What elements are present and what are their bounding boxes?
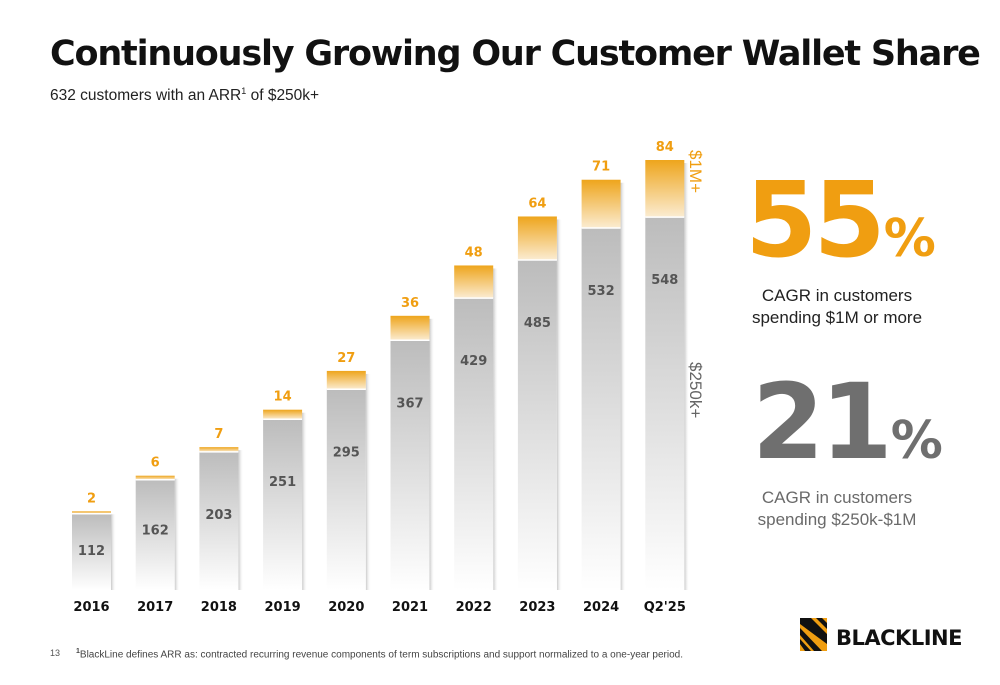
bar-250k [645, 217, 685, 590]
bar-250k [199, 451, 239, 590]
bar-1m [390, 315, 430, 341]
bar-250k [135, 479, 175, 590]
stat-cagr-250k-value: 21 [752, 361, 893, 483]
bar-250k [326, 389, 366, 590]
x-tick-label: 2018 [201, 600, 237, 615]
page-number: 13 [50, 648, 61, 658]
x-tick-label: 2021 [392, 600, 428, 615]
page-subtitle: 632 customers with an ARR1 of $250k+ [50, 86, 319, 105]
data-label-1m: 84 [656, 140, 674, 155]
data-label-250k: 203 [205, 508, 232, 523]
bar-250k [72, 513, 111, 590]
bar-1m [517, 216, 557, 261]
bar-1m [72, 511, 111, 514]
x-tick-label: 2016 [73, 600, 109, 615]
bar-1m [263, 409, 303, 420]
data-label-250k: 429 [460, 354, 487, 369]
blackline-logo-text: BLACKLINE [836, 626, 962, 650]
data-label-1m: 14 [274, 390, 292, 405]
bar-1m [454, 265, 494, 299]
series-label-1m: $1M+ [686, 150, 705, 193]
bar-shadow [365, 373, 371, 590]
stat-cagr-1m-number: 55% [745, 168, 936, 272]
subtitle-suffix: of $250k+ [246, 87, 320, 105]
data-label-250k: 548 [651, 273, 678, 288]
stat-cagr-1m-caption-line1: CAGR in customers [761, 286, 913, 305]
stat-cagr-250k-caption-line1: CAGR in customers [761, 488, 913, 507]
bar-shadow [174, 478, 180, 590]
x-tick-label: 2019 [265, 600, 301, 615]
data-label-250k: 162 [142, 523, 169, 538]
data-label-1m: 71 [592, 160, 610, 175]
stat-cagr-250k-number: 21% [752, 370, 943, 474]
x-tick-label: 2017 [137, 600, 173, 615]
data-label-1m: 48 [465, 245, 483, 260]
subtitle-prefix: 632 customers with an ARR [50, 87, 242, 105]
bar-250k [454, 298, 494, 590]
bar-250k [517, 260, 557, 590]
bar-1m [135, 475, 175, 480]
bar-shadow [684, 163, 690, 590]
bar-shadow [238, 450, 244, 590]
x-tick-label: 2020 [328, 600, 364, 615]
bars-group: 2 112 2016 6 162 2017 7 203 2018 14 251 2019 27 295 20… [72, 140, 690, 615]
bar-shadow [429, 318, 435, 590]
page-title: Continuously Growing Our Customer Wallet… [50, 34, 981, 74]
bar-shadow [493, 268, 499, 590]
footnote: 1BlackLine defines ARR as: contracted re… [76, 648, 683, 660]
stat-cagr-250k-percent: % [890, 411, 943, 471]
bar-shadow [302, 412, 308, 590]
bar-250k [390, 340, 430, 590]
data-label-250k: 295 [333, 445, 360, 460]
footnote-marker: 1 [76, 648, 80, 655]
data-label-1m: 6 [151, 456, 160, 471]
bar-shadow [620, 182, 626, 590]
bar-250k [581, 228, 621, 591]
bar-250k [263, 419, 303, 590]
data-label-1m: 2 [87, 491, 96, 506]
blackline-logo [800, 618, 827, 651]
x-tick-label: 2022 [456, 600, 492, 615]
data-label-1m: 27 [337, 351, 355, 366]
data-label-1m: 7 [214, 427, 223, 442]
bar-1m [199, 447, 239, 452]
series-label-250k: $250k+ [686, 362, 705, 418]
stat-cagr-250k-caption-line2: spending $250k-$1M [757, 510, 917, 529]
bar-1m [581, 179, 621, 229]
stacked-bar-chart: 2 112 2016 6 162 2017 7 203 2018 14 251 2019 27 295 20… [72, 140, 705, 615]
x-tick-label: Q2'25 [644, 600, 686, 615]
stat-cagr-1m-percent: % [883, 209, 936, 269]
bar-shadow [556, 219, 562, 591]
data-label-250k: 112 [78, 544, 105, 559]
stat-cagr-1m-caption-line2: spending $1M or more [751, 308, 923, 327]
stat-cagr-1m-caption: CAGR in customers spending $1M or more [717, 285, 957, 329]
stat-cagr-250k-caption: CAGR in customers spending $250k-$1M [717, 487, 957, 531]
bar-1m [326, 370, 366, 390]
x-tick-label: 2023 [519, 600, 555, 615]
blackline-mark-icon [800, 618, 827, 651]
data-label-1m: 36 [401, 296, 419, 311]
stat-cagr-1m-value: 55 [745, 159, 886, 281]
bar-1m [645, 160, 685, 218]
footnote-text: BlackLine defines ARR as: contracted rec… [79, 649, 684, 661]
data-label-1m: 64 [528, 196, 546, 211]
data-label-250k: 485 [524, 316, 551, 331]
data-label-250k: 251 [269, 475, 296, 490]
x-tick-label: 2024 [583, 600, 619, 615]
bar-shadow [111, 514, 116, 590]
data-label-250k: 367 [396, 396, 423, 411]
data-label-250k: 532 [588, 284, 615, 299]
subtitle-footnote-marker: 1 [241, 86, 247, 96]
